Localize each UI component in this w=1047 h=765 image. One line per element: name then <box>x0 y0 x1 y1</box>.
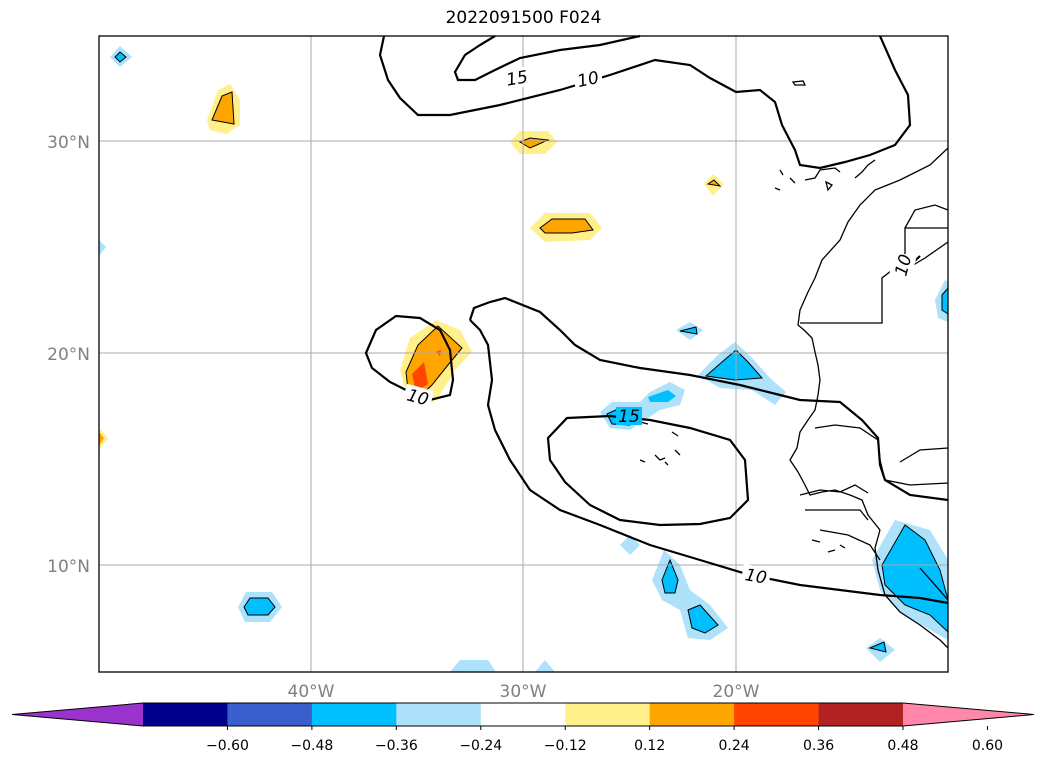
blue-patch-core <box>648 390 676 402</box>
cape-verde-islands <box>639 421 681 466</box>
orange-patch <box>539 218 594 234</box>
coastlines <box>639 80 949 649</box>
blue-patch <box>450 660 496 672</box>
orange-patch <box>706 179 722 187</box>
colorbar-tick-label: −0.48 <box>290 738 333 754</box>
yellow-patch <box>99 428 108 450</box>
colorbar-tick-label: −0.24 <box>459 738 502 754</box>
border-liberia <box>919 567 949 601</box>
contour-line-10-west <box>364 314 455 402</box>
colorbar-extend-max <box>903 703 1034 726</box>
lon-label-30w: 30°W <box>500 682 547 702</box>
contour-line-15-central <box>546 414 750 527</box>
blue-patch-core <box>704 349 764 381</box>
blue-patch-core <box>114 51 127 63</box>
map-frame <box>98 35 949 673</box>
colorbar-segment <box>311 703 397 726</box>
madeira <box>791 80 807 86</box>
blue-patch <box>535 660 555 672</box>
contour-label-10: 10 <box>576 68 601 92</box>
colorbar-segment <box>818 703 904 726</box>
blue-patch-core <box>661 558 679 594</box>
lat-label-10n: 10°N <box>47 557 90 577</box>
gridlines <box>99 36 948 672</box>
colorbar-tick-label: 0.36 <box>803 738 834 754</box>
blue-patch <box>99 240 106 256</box>
lon-label-40w: 40°W <box>288 682 335 702</box>
contour-line-15-north <box>453 34 641 82</box>
blue-patch-core <box>679 326 698 335</box>
contour-line-10-main-upper <box>468 296 949 502</box>
colorbar-tick-label: −0.12 <box>544 738 587 754</box>
longitude-labels: 40°W 30°W 20°W <box>288 682 760 702</box>
red-patch <box>412 362 428 392</box>
colorbar-segment <box>143 703 228 726</box>
map-plot: 15 10 10 10 15 10 <box>98 34 949 673</box>
map-title: 2022091500 F024 <box>445 8 602 28</box>
orange-patch <box>211 91 235 125</box>
colorbar-tick-label: 0.60 <box>972 738 1003 754</box>
colorbar-segments <box>11 702 1035 727</box>
blue-patch-core <box>243 597 276 616</box>
colorbar-segment <box>396 703 482 726</box>
blue-patch-core <box>687 604 719 634</box>
blue-patch-core <box>868 641 887 653</box>
colorbar-segment <box>565 703 651 726</box>
colorbar: −0.60 −0.48 −0.36 −0.24 −0.12 0.12 0.24 0.36 0.4… <box>11 702 1035 754</box>
border-niger <box>899 447 949 463</box>
lat-label-20n: 20°N <box>47 345 90 365</box>
colorbar-tick-label: 0.48 <box>887 738 918 754</box>
lon-label-20w: 20°W <box>713 682 760 702</box>
contour-line-10-main-lower <box>469 319 949 605</box>
latitude-labels: 30°N 20°N 10°N <box>47 133 90 577</box>
orange-patch <box>99 432 104 446</box>
contour-label-15: 15 <box>505 67 530 90</box>
border-morocco <box>904 204 949 229</box>
contour-label-15: 15 <box>618 407 640 427</box>
colorbar-tick-label: 0.12 <box>634 738 665 754</box>
colorbar-segment <box>480 703 566 726</box>
colorbar-segment <box>649 703 735 726</box>
colorbar-tick-label: 0.24 <box>719 738 750 754</box>
colorbar-ticks: −0.60 −0.48 −0.36 −0.24 −0.12 0.12 0.24 0.36 0.4… <box>206 726 1003 754</box>
colorbar-segment <box>227 703 313 726</box>
border-guinea <box>819 529 881 561</box>
colorbar-segment <box>734 703 820 726</box>
africa-coastline-south <box>874 529 949 649</box>
africa-coastline <box>789 147 949 531</box>
border-gambia <box>799 484 869 496</box>
border-guinea-bissau <box>805 509 869 521</box>
colorbar-extend-min <box>12 703 143 726</box>
contour-lines <box>364 34 949 605</box>
canary-islands <box>774 159 876 192</box>
colorbar-tick-label: −0.36 <box>375 738 418 754</box>
contour-label-10: 10 <box>743 565 768 588</box>
contour-line-10-north <box>378 35 912 170</box>
lat-label-30n: 30°N <box>47 133 90 153</box>
colorbar-tick-label: −0.60 <box>206 738 249 754</box>
colorbar-outline <box>11 702 1035 727</box>
bissagos-islands <box>811 539 846 553</box>
